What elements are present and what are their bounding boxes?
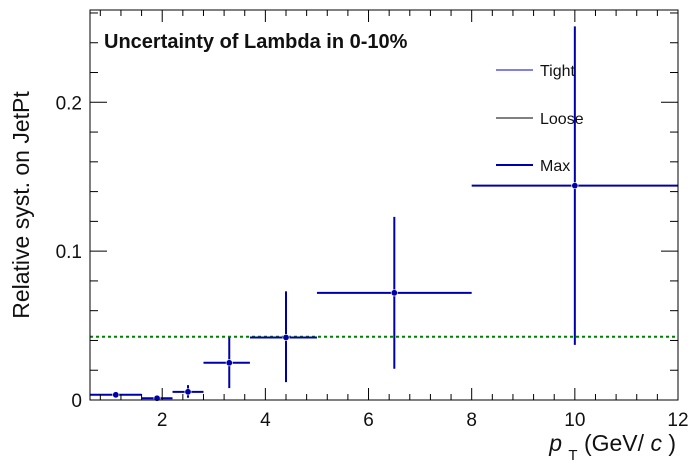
data-point [112, 391, 120, 399]
x-tick-label: 8 [466, 410, 477, 431]
x-tick-label: 6 [363, 410, 374, 431]
plot-layer [90, 26, 678, 402]
x-axis-title: p T (GeV/ c ) [548, 430, 676, 464]
plot-frame [89, 9, 679, 401]
x-axis-title-unit-prefix: (GeV/ [584, 430, 645, 456]
data-point [571, 182, 579, 190]
legend-label-loose: Loose [540, 111, 584, 128]
x-axis-title-unit-suffix: ) [668, 430, 676, 456]
chart-title: Uncertainty of Lambda in 0-10% [104, 31, 408, 53]
legend-label-max: Max [540, 158, 570, 175]
y-tick-label: 0.2 [56, 93, 82, 114]
axes-layer: 2 4 6 8 10 12 0 0.1 0.2 [56, 9, 689, 431]
y-tick-label: 0.1 [56, 242, 82, 263]
y-tick-label: 0 [71, 391, 82, 412]
x-tick-label: 10 [564, 410, 585, 431]
x-axis-title-p: p [548, 430, 562, 456]
x-axis-title-unit-italic: c [650, 430, 662, 456]
data-point [184, 388, 192, 396]
legend: Tight Loose Max [496, 63, 584, 175]
x-axis-title-subscript: T [568, 447, 577, 464]
data-point [225, 359, 233, 367]
x-tick-label: 2 [157, 410, 168, 431]
data-point [390, 289, 398, 297]
x-tick-label: 12 [667, 410, 688, 431]
data-point [282, 333, 290, 341]
y-axis-title: Relative syst. on JetPt [8, 91, 34, 319]
legend-label-tight: Tight [540, 63, 576, 80]
x-tick-label: 4 [260, 410, 271, 431]
